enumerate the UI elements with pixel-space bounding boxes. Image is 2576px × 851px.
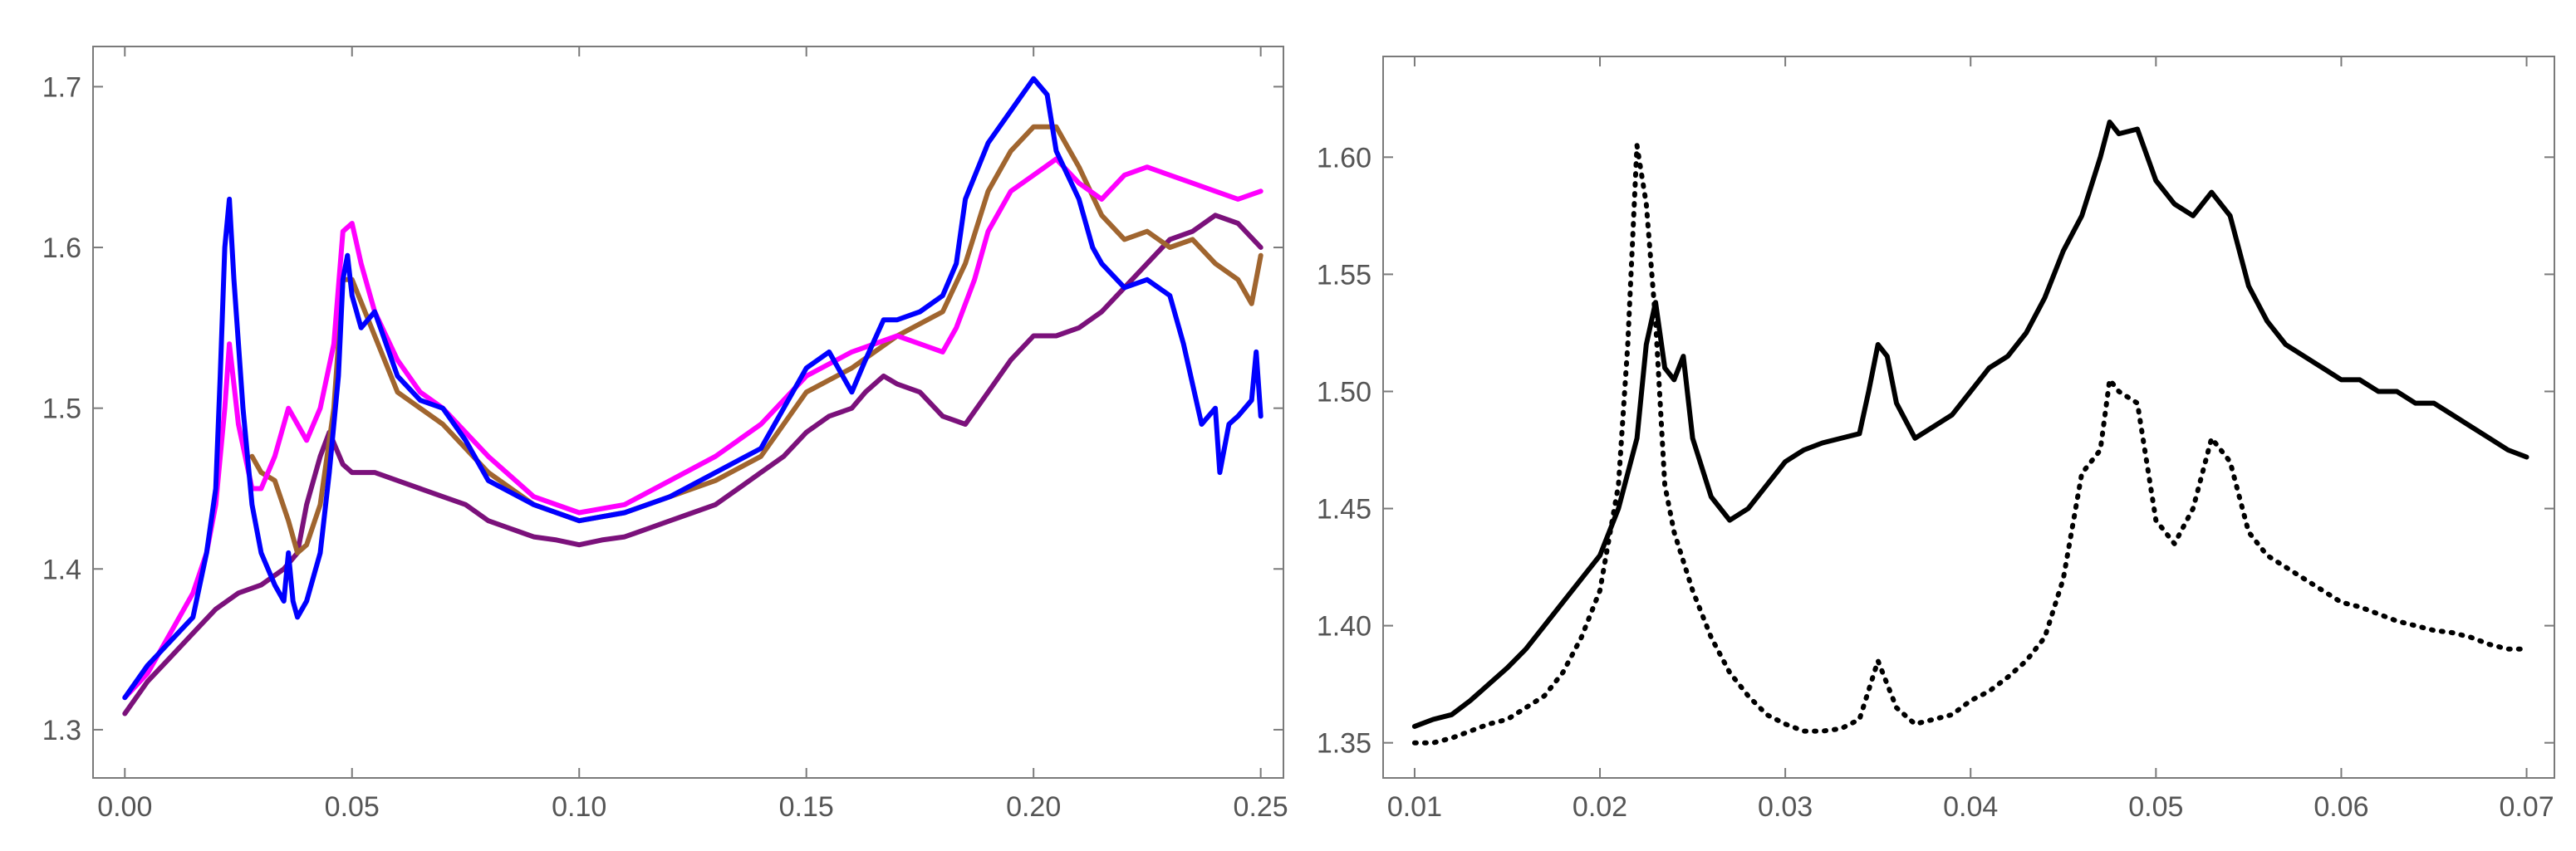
x-tick-label: 0.15 [779, 791, 834, 823]
x-tick-label: 0.07 [2499, 791, 2554, 823]
y-tick-label: 1.6 [42, 232, 81, 264]
series-line-2 [122, 156, 1263, 701]
x-tick-label: 0.06 [2313, 791, 2368, 823]
series-line-3 [122, 76, 1263, 701]
x-tick-label: 0.01 [1387, 791, 1442, 823]
x-tick-label: 0.05 [325, 791, 380, 823]
plot-frame [92, 46, 1284, 779]
series-line-0 [1411, 120, 2529, 729]
x-tick-label: 0.05 [2128, 791, 2183, 823]
y-tick-label: 1.3 [42, 715, 81, 746]
x-tick-label: 0.03 [1758, 791, 1813, 823]
series-line-1 [249, 124, 1263, 555]
series-line-0 [122, 213, 1263, 717]
y-tick-label: 1.4 [42, 554, 81, 585]
x-tick-label: 0.02 [1573, 791, 1627, 823]
y-tick-label: 1.55 [1317, 259, 1371, 291]
x-tick-label: 0.10 [552, 791, 606, 823]
series-line-1 [1411, 143, 2529, 746]
x-tick-label: 0.20 [1006, 791, 1061, 823]
y-tick-label: 1.5 [42, 394, 81, 425]
y-tick-label: 1.35 [1317, 728, 1371, 760]
right-chart: 0.01 0.02 0.03 0.04 0.05 0.06 0.07 1.35 1.40 1.45… [1317, 56, 2555, 823]
left-chart: 0.00 0.05 0.10 0.15 0.20 0.25 1.3 1.4 1.5 1.6 1.7 [42, 46, 1288, 823]
x-tick-label: 0.00 [97, 791, 152, 823]
x-tick-label: 0.04 [1943, 791, 1998, 823]
y-tick-label: 1.45 [1317, 494, 1371, 526]
plot-frame [1382, 56, 2555, 779]
y-tick-label: 1.40 [1317, 611, 1371, 643]
x-tick-label: 0.25 [1234, 791, 1288, 823]
y-tick-label: 1.60 [1317, 142, 1371, 174]
y-tick-label: 1.7 [42, 71, 81, 103]
y-tick-label: 1.50 [1317, 376, 1371, 408]
